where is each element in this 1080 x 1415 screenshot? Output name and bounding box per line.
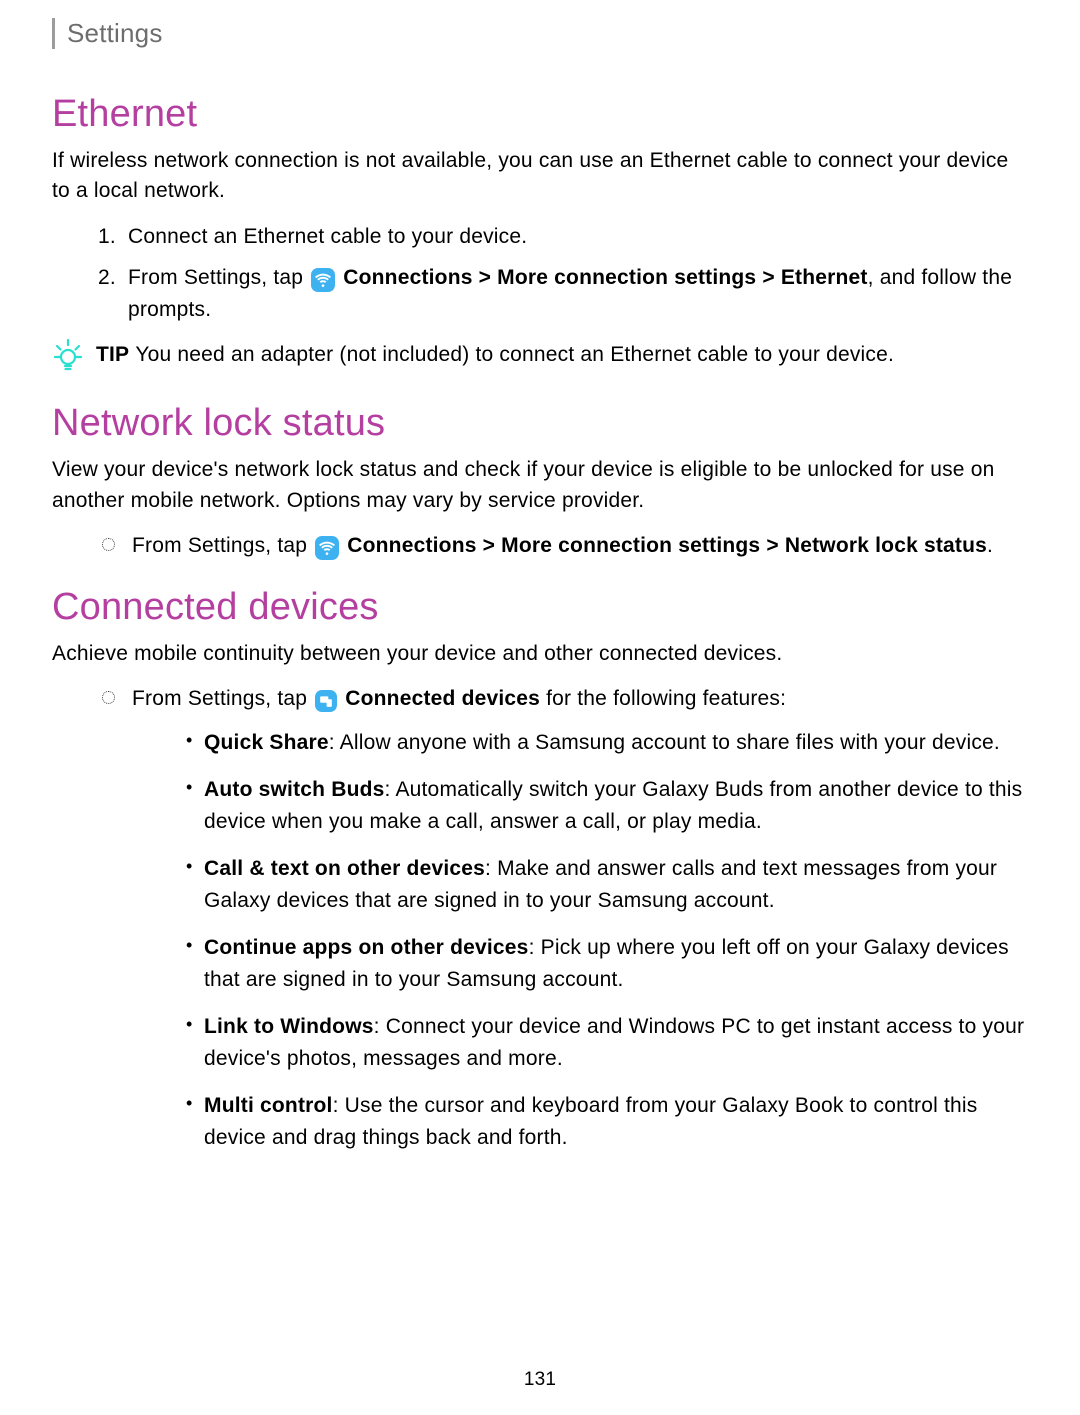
section-heading-connected-devices: Connected devices <box>52 586 1028 629</box>
connected-devices-list: From Settings, tap Connected devices for… <box>52 683 1028 1153</box>
breadcrumb: Settings <box>67 18 1028 49</box>
nav-path: Connections > More connection settings >… <box>343 266 867 289</box>
tip-text: TIP You need an adapter (not included) t… <box>96 339 894 371</box>
section-heading-network-lock: Network lock status <box>52 402 1028 445</box>
breadcrumb-container: Settings <box>52 18 1028 49</box>
feature-name: Link to Windows <box>204 1015 374 1038</box>
step-suffix: for the following features: <box>540 687 786 710</box>
section-intro-network-lock: View your device's network lock status a… <box>52 455 1028 516</box>
devices-icon <box>315 690 337 712</box>
list-item: Call & text on other devices: Make and a… <box>186 853 1028 916</box>
feature-name: Call & text on other devices <box>204 857 485 880</box>
list-item: Quick Share: Allow anyone with a Samsung… <box>186 727 1028 759</box>
feature-desc: : Allow anyone with a Samsung account to… <box>329 731 1000 754</box>
nav-path: Connected devices <box>345 687 540 710</box>
section-intro-connected-devices: Achieve mobile continuity between your d… <box>52 639 1028 669</box>
list-item: Continue apps on other devices: Pick up … <box>186 932 1028 995</box>
wifi-icon <box>311 268 335 292</box>
step-prefix: From Settings, tap <box>132 534 313 557</box>
list-item: From Settings, tap Connected devices for… <box>102 683 1028 1153</box>
feature-name: Auto switch Buds <box>204 778 385 801</box>
feature-name: Quick Share <box>204 731 329 754</box>
ethernet-steps: Connect an Ethernet cable to your device… <box>52 221 1028 326</box>
feature-name: Multi control <box>204 1094 333 1117</box>
list-item: From Settings, tap Connections > More co… <box>102 530 1028 562</box>
step-prefix: From Settings, tap <box>132 687 313 710</box>
section-intro-ethernet: If wireless network connection is not av… <box>52 146 1028 207</box>
list-item: From Settings, tap Connections > More co… <box>122 262 1028 325</box>
feature-name: Continue apps on other devices <box>204 936 529 959</box>
page-number: 131 <box>0 1369 1080 1391</box>
tip-label: TIP <box>96 343 129 366</box>
lightbulb-icon <box>52 337 84 378</box>
list-item: Multi control: Use the cursor and keyboa… <box>186 1090 1028 1153</box>
nav-path: Connections > More connection settings >… <box>347 534 987 557</box>
list-item: Auto switch Buds: Automatically switch y… <box>186 774 1028 837</box>
list-item: Connect an Ethernet cable to your device… <box>122 221 1028 253</box>
list-item: Link to Windows: Connect your device and… <box>186 1011 1028 1074</box>
tip-callout: TIP You need an adapter (not included) t… <box>52 339 1028 378</box>
section-heading-ethernet: Ethernet <box>52 93 1028 136</box>
network-lock-list: From Settings, tap Connections > More co… <box>52 530 1028 562</box>
wifi-icon <box>315 536 339 560</box>
tip-body: You need an adapter (not included) to co… <box>135 343 894 366</box>
features-list: Quick Share: Allow anyone with a Samsung… <box>132 727 1028 1154</box>
step-prefix: From Settings, tap <box>128 266 309 289</box>
step-suffix: . <box>987 534 993 557</box>
